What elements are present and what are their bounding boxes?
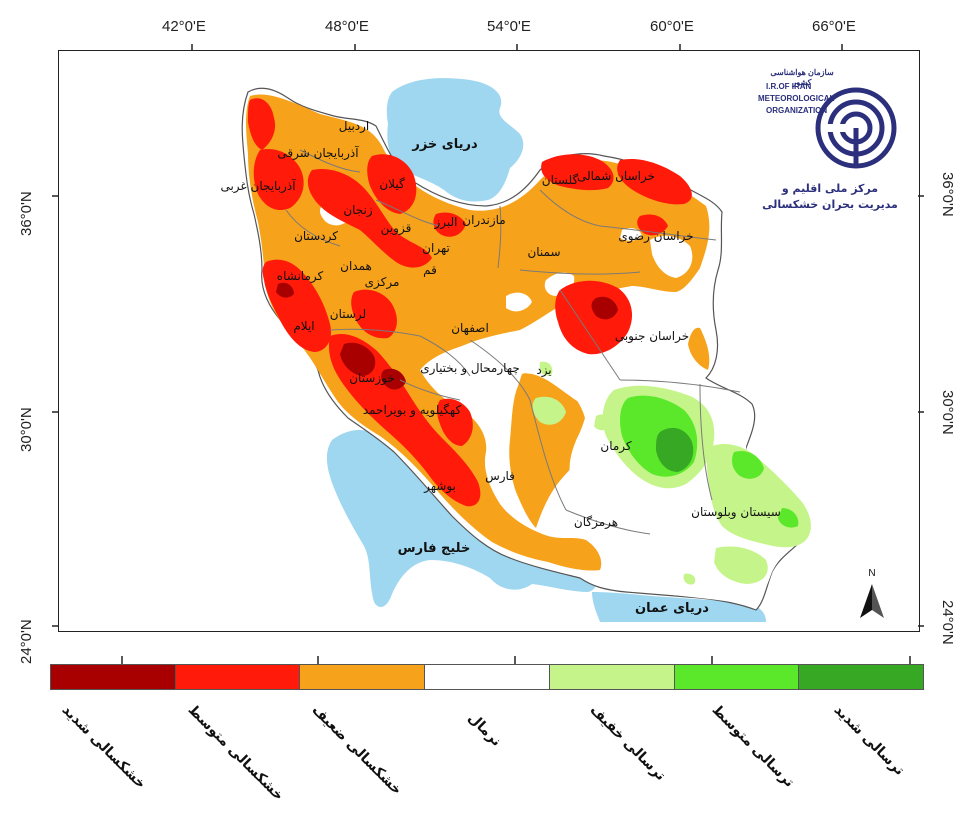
province-label: فارس xyxy=(485,469,515,484)
logo-fa-line1: مرکز ملی اقلیم و xyxy=(781,182,879,195)
oman-sea-label: دریای عمان xyxy=(635,601,709,616)
province-label: کهگیلویه و بویراحمد xyxy=(363,403,462,418)
province-label: لرستان xyxy=(330,307,366,322)
province-label: خوزستان xyxy=(349,371,395,386)
province-label: گیلان xyxy=(379,177,405,191)
province-label: چهارمحال و بختیاری xyxy=(420,361,520,376)
province-label: قزوین xyxy=(381,221,412,236)
legend-swatch xyxy=(425,665,550,689)
province-labels: اردبیل آذربایجان شرقی آذربایجان غربی گیلان ز… xyxy=(220,119,780,530)
province-label: یزد xyxy=(536,363,551,378)
province-label: کرمان xyxy=(600,439,632,454)
legend-swatch xyxy=(175,665,301,689)
longitude-label: 48°0'E xyxy=(325,18,369,35)
legend-swatch xyxy=(799,665,924,689)
tick-marks xyxy=(52,44,924,664)
province-label: قم xyxy=(423,263,437,277)
north-arrow-right-icon xyxy=(872,584,884,618)
province-label: تهران xyxy=(422,241,450,256)
province-label: کرمانشاه xyxy=(277,269,324,284)
province-label: خراسان شمالی xyxy=(577,169,655,184)
province-label: گلستان xyxy=(542,173,579,187)
logo-fa-line2: مدیریت بحران خشکسالی xyxy=(762,198,898,211)
province-label: سمنان xyxy=(527,245,560,259)
province-borders xyxy=(285,149,741,535)
province-label: اصفهان xyxy=(451,321,489,335)
province-label: اردبیل xyxy=(339,119,370,134)
gulf-of-oman xyxy=(592,592,766,622)
province-label: ایلام xyxy=(293,319,314,333)
severe-wet-zone xyxy=(656,427,694,472)
province-label: البرز xyxy=(433,215,457,230)
severe-drought-zones xyxy=(276,282,618,390)
province-label: هرمزگان xyxy=(574,515,618,530)
logo-emblem-icon xyxy=(815,87,897,169)
legend-bar xyxy=(50,664,924,690)
north-arrow-letter: N xyxy=(868,568,875,579)
legend-swatch xyxy=(674,665,800,689)
longitude-label: 54°0'E xyxy=(487,18,531,35)
province-label: سیستان وبلوستان xyxy=(691,505,781,520)
logo-line1: I.R.OF IRAN xyxy=(766,82,812,91)
province-label: مرکزی xyxy=(365,275,400,290)
persian-gulf-label: خلیج فارس xyxy=(398,541,471,556)
province-label: مازندران xyxy=(462,213,505,228)
caspian-label: دریای خزر xyxy=(411,137,478,152)
logo-line3: ORGANIZATION xyxy=(766,106,828,115)
longitude-label: 66°0'E xyxy=(812,18,856,35)
logo-line2: METEOROLOGICAL xyxy=(758,94,835,103)
caspian-sea xyxy=(386,78,524,202)
province-label: کردستان xyxy=(294,229,338,244)
legend-swatch xyxy=(549,665,675,689)
longitude-label: 60°0'E xyxy=(650,18,694,35)
province-label: آذربایجان شرقی xyxy=(277,145,359,161)
province-label: همدان xyxy=(340,259,372,273)
province-label: آذربایجان غربی xyxy=(220,178,296,194)
north-arrow: N xyxy=(860,568,884,618)
province-label: خراسان جنوبی xyxy=(615,329,689,344)
longitude-label: 42°0'E xyxy=(162,18,206,35)
province-label: بوشهر xyxy=(423,479,456,494)
logo-fa-top: سازمان هواشناسی کشور xyxy=(770,68,834,87)
legend-swatch xyxy=(51,665,176,689)
moderate-drought-zones xyxy=(248,98,692,507)
province-label: زنجان xyxy=(343,203,373,218)
province-label: خراسان رضوی xyxy=(618,229,693,244)
north-arrow-left-icon xyxy=(860,584,872,618)
legend-swatch xyxy=(300,665,426,689)
